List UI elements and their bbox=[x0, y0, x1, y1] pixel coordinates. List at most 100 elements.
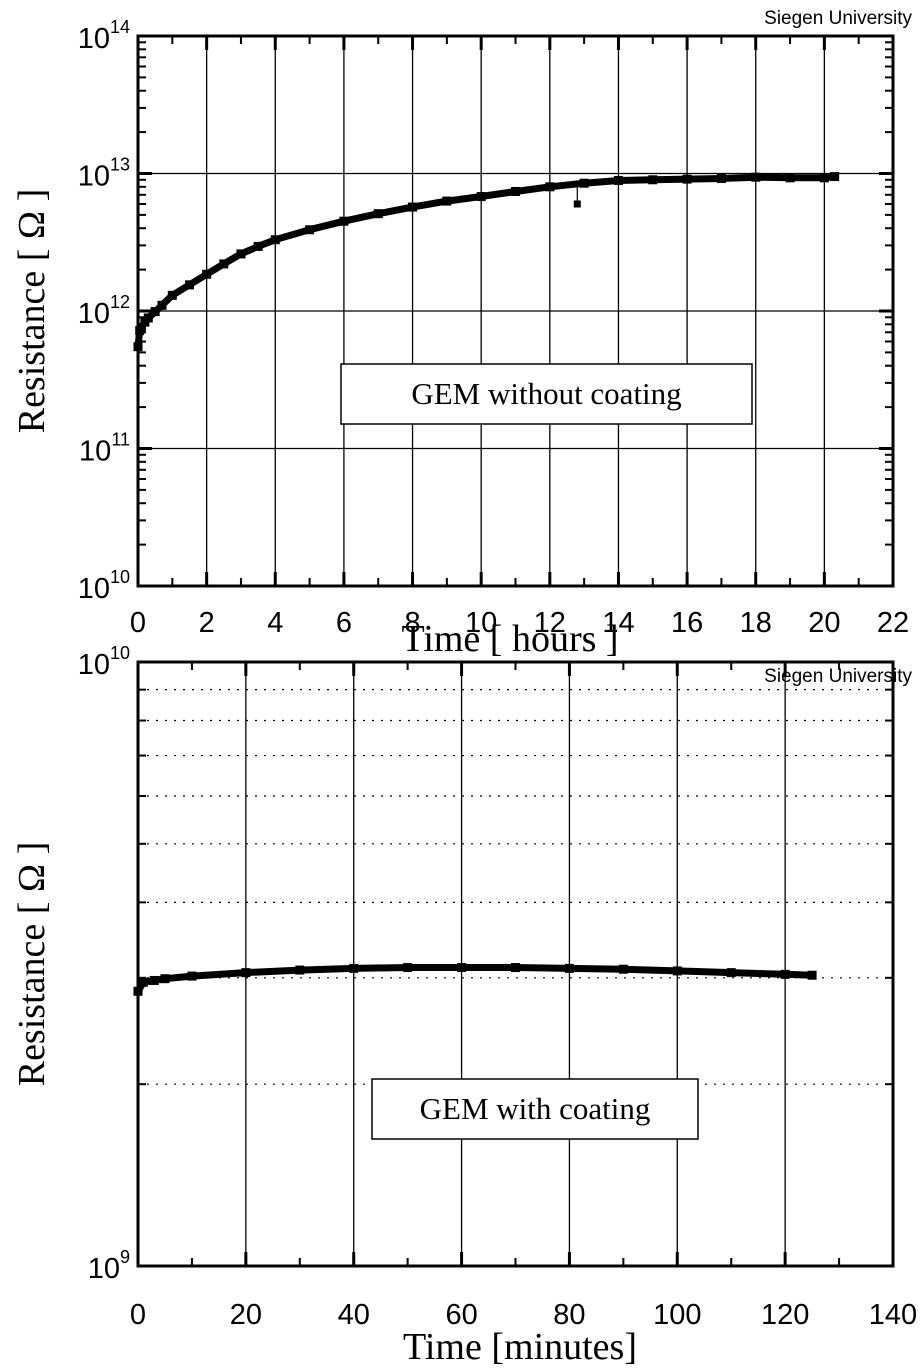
y-tick-base: 10 bbox=[78, 23, 110, 55]
x-tick-label: 6 bbox=[336, 607, 352, 639]
data-point bbox=[511, 963, 520, 973]
y-tick-label: 1011 bbox=[79, 430, 130, 468]
data-point bbox=[511, 186, 520, 196]
y-tick-label: 109 bbox=[88, 1247, 130, 1285]
y-axis-title: Resistance [ Ω ] bbox=[11, 189, 53, 434]
data-point bbox=[751, 172, 761, 182]
data-point bbox=[613, 175, 623, 185]
series-line bbox=[133, 964, 816, 997]
data-point bbox=[476, 192, 486, 202]
credit-label: Siegen University bbox=[764, 666, 912, 687]
y-tick-base: 10 bbox=[78, 573, 110, 605]
x-tick-labels: 0 20 40 60 80 100 120 140 bbox=[130, 1299, 917, 1331]
data-point bbox=[184, 280, 194, 290]
data-point bbox=[457, 963, 467, 973]
x-tick-label: 60 bbox=[445, 1299, 477, 1331]
y-tick-exponent: 10 bbox=[110, 643, 130, 663]
y-tick-base: 10 bbox=[79, 436, 111, 468]
data-point bbox=[157, 300, 167, 310]
data-point bbox=[143, 313, 153, 323]
annotation-box bbox=[371, 1078, 699, 1140]
y-tick-exponent: 10 bbox=[110, 567, 130, 587]
data-point bbox=[716, 173, 726, 183]
plot-frame bbox=[136, 660, 895, 1268]
y-tick-base: 10 bbox=[78, 649, 110, 681]
y-tick-exponent: 13 bbox=[110, 155, 130, 175]
credit-label: Siegen University bbox=[764, 8, 912, 29]
outlier-point bbox=[573, 200, 581, 208]
data-point bbox=[442, 196, 452, 206]
data-point bbox=[726, 968, 736, 978]
x-axis-title: Time [ hours ] bbox=[401, 618, 618, 660]
series-line bbox=[134, 172, 839, 351]
data-point bbox=[241, 968, 251, 978]
data-point bbox=[253, 241, 263, 251]
data-point bbox=[373, 209, 383, 219]
x-tick-label: 100 bbox=[653, 1299, 701, 1331]
y-tick-exponent: 9 bbox=[120, 1247, 130, 1267]
y-tick-base: 10 bbox=[78, 161, 110, 193]
x-tick-label: 40 bbox=[338, 1299, 370, 1331]
x-tick-label: 10 bbox=[465, 607, 497, 639]
y-tick-label: 1012 bbox=[78, 292, 130, 330]
data-point bbox=[270, 235, 280, 245]
data-point bbox=[403, 963, 413, 973]
data-point bbox=[349, 963, 359, 973]
annotation-box bbox=[340, 363, 753, 425]
data-point bbox=[579, 178, 589, 188]
y-tick-exponent: 14 bbox=[110, 17, 130, 37]
x-tick-label: 80 bbox=[553, 1299, 585, 1331]
y-tick-exponent: 12 bbox=[110, 292, 130, 312]
data-point bbox=[339, 216, 349, 226]
y-tick-base: 10 bbox=[78, 298, 110, 330]
data-point bbox=[780, 969, 790, 979]
y-tick-label: 1010 bbox=[78, 567, 130, 605]
chart-top: 0 2 4 6 8 10 12 14 16 18 20 22 10101011101210131014… bbox=[11, 8, 913, 660]
x-tick-labels: 0 2 4 6 8 10 12 14 16 18 20 22 bbox=[130, 607, 909, 639]
x-tick-label: 0 bbox=[130, 607, 146, 639]
x-tick-label: 140 bbox=[869, 1299, 917, 1331]
data-point bbox=[830, 172, 840, 182]
grid-lines bbox=[138, 36, 893, 586]
data-series bbox=[133, 172, 840, 352]
data-point bbox=[187, 971, 197, 981]
data-point bbox=[545, 182, 555, 192]
data-point bbox=[149, 975, 159, 985]
x-tick-label: 4 bbox=[267, 607, 283, 639]
data-point bbox=[648, 175, 658, 185]
x-axis-title: Time [minutes] bbox=[403, 1326, 637, 1368]
data-point bbox=[167, 290, 177, 300]
x-tick-label: 120 bbox=[761, 1299, 809, 1331]
data-point bbox=[150, 307, 160, 317]
x-tick-label: 20 bbox=[230, 1299, 262, 1331]
y-tick-label: 1014 bbox=[78, 17, 130, 55]
plot-frame bbox=[136, 34, 895, 588]
y-axis-title: Resistance [ Ω ] bbox=[11, 842, 53, 1087]
x-tick-label: 20 bbox=[808, 607, 840, 639]
data-point bbox=[564, 963, 574, 973]
data-point bbox=[807, 970, 817, 980]
data-point bbox=[682, 174, 692, 184]
x-tick-label: 2 bbox=[199, 607, 215, 639]
x-tick-label: 16 bbox=[671, 607, 703, 639]
y-tick-base: 10 bbox=[88, 1253, 120, 1285]
data-point bbox=[618, 964, 628, 974]
data-point bbox=[219, 259, 229, 269]
data-point bbox=[672, 966, 682, 976]
data-series bbox=[133, 963, 817, 997]
y-tick-label: 1013 bbox=[78, 155, 130, 193]
annotation-text: GEM with coating bbox=[420, 1091, 651, 1126]
data-point bbox=[160, 974, 170, 984]
y-tick-label: 1010 bbox=[78, 643, 130, 681]
x-tick-label: 0 bbox=[130, 1299, 146, 1331]
annotation-text: GEM without coating bbox=[411, 376, 681, 411]
grid-lines bbox=[138, 662, 893, 1266]
x-tick-label: 8 bbox=[404, 607, 420, 639]
x-tick-label: 12 bbox=[534, 607, 566, 639]
data-point bbox=[295, 965, 305, 975]
x-tick-label: 18 bbox=[740, 607, 772, 639]
